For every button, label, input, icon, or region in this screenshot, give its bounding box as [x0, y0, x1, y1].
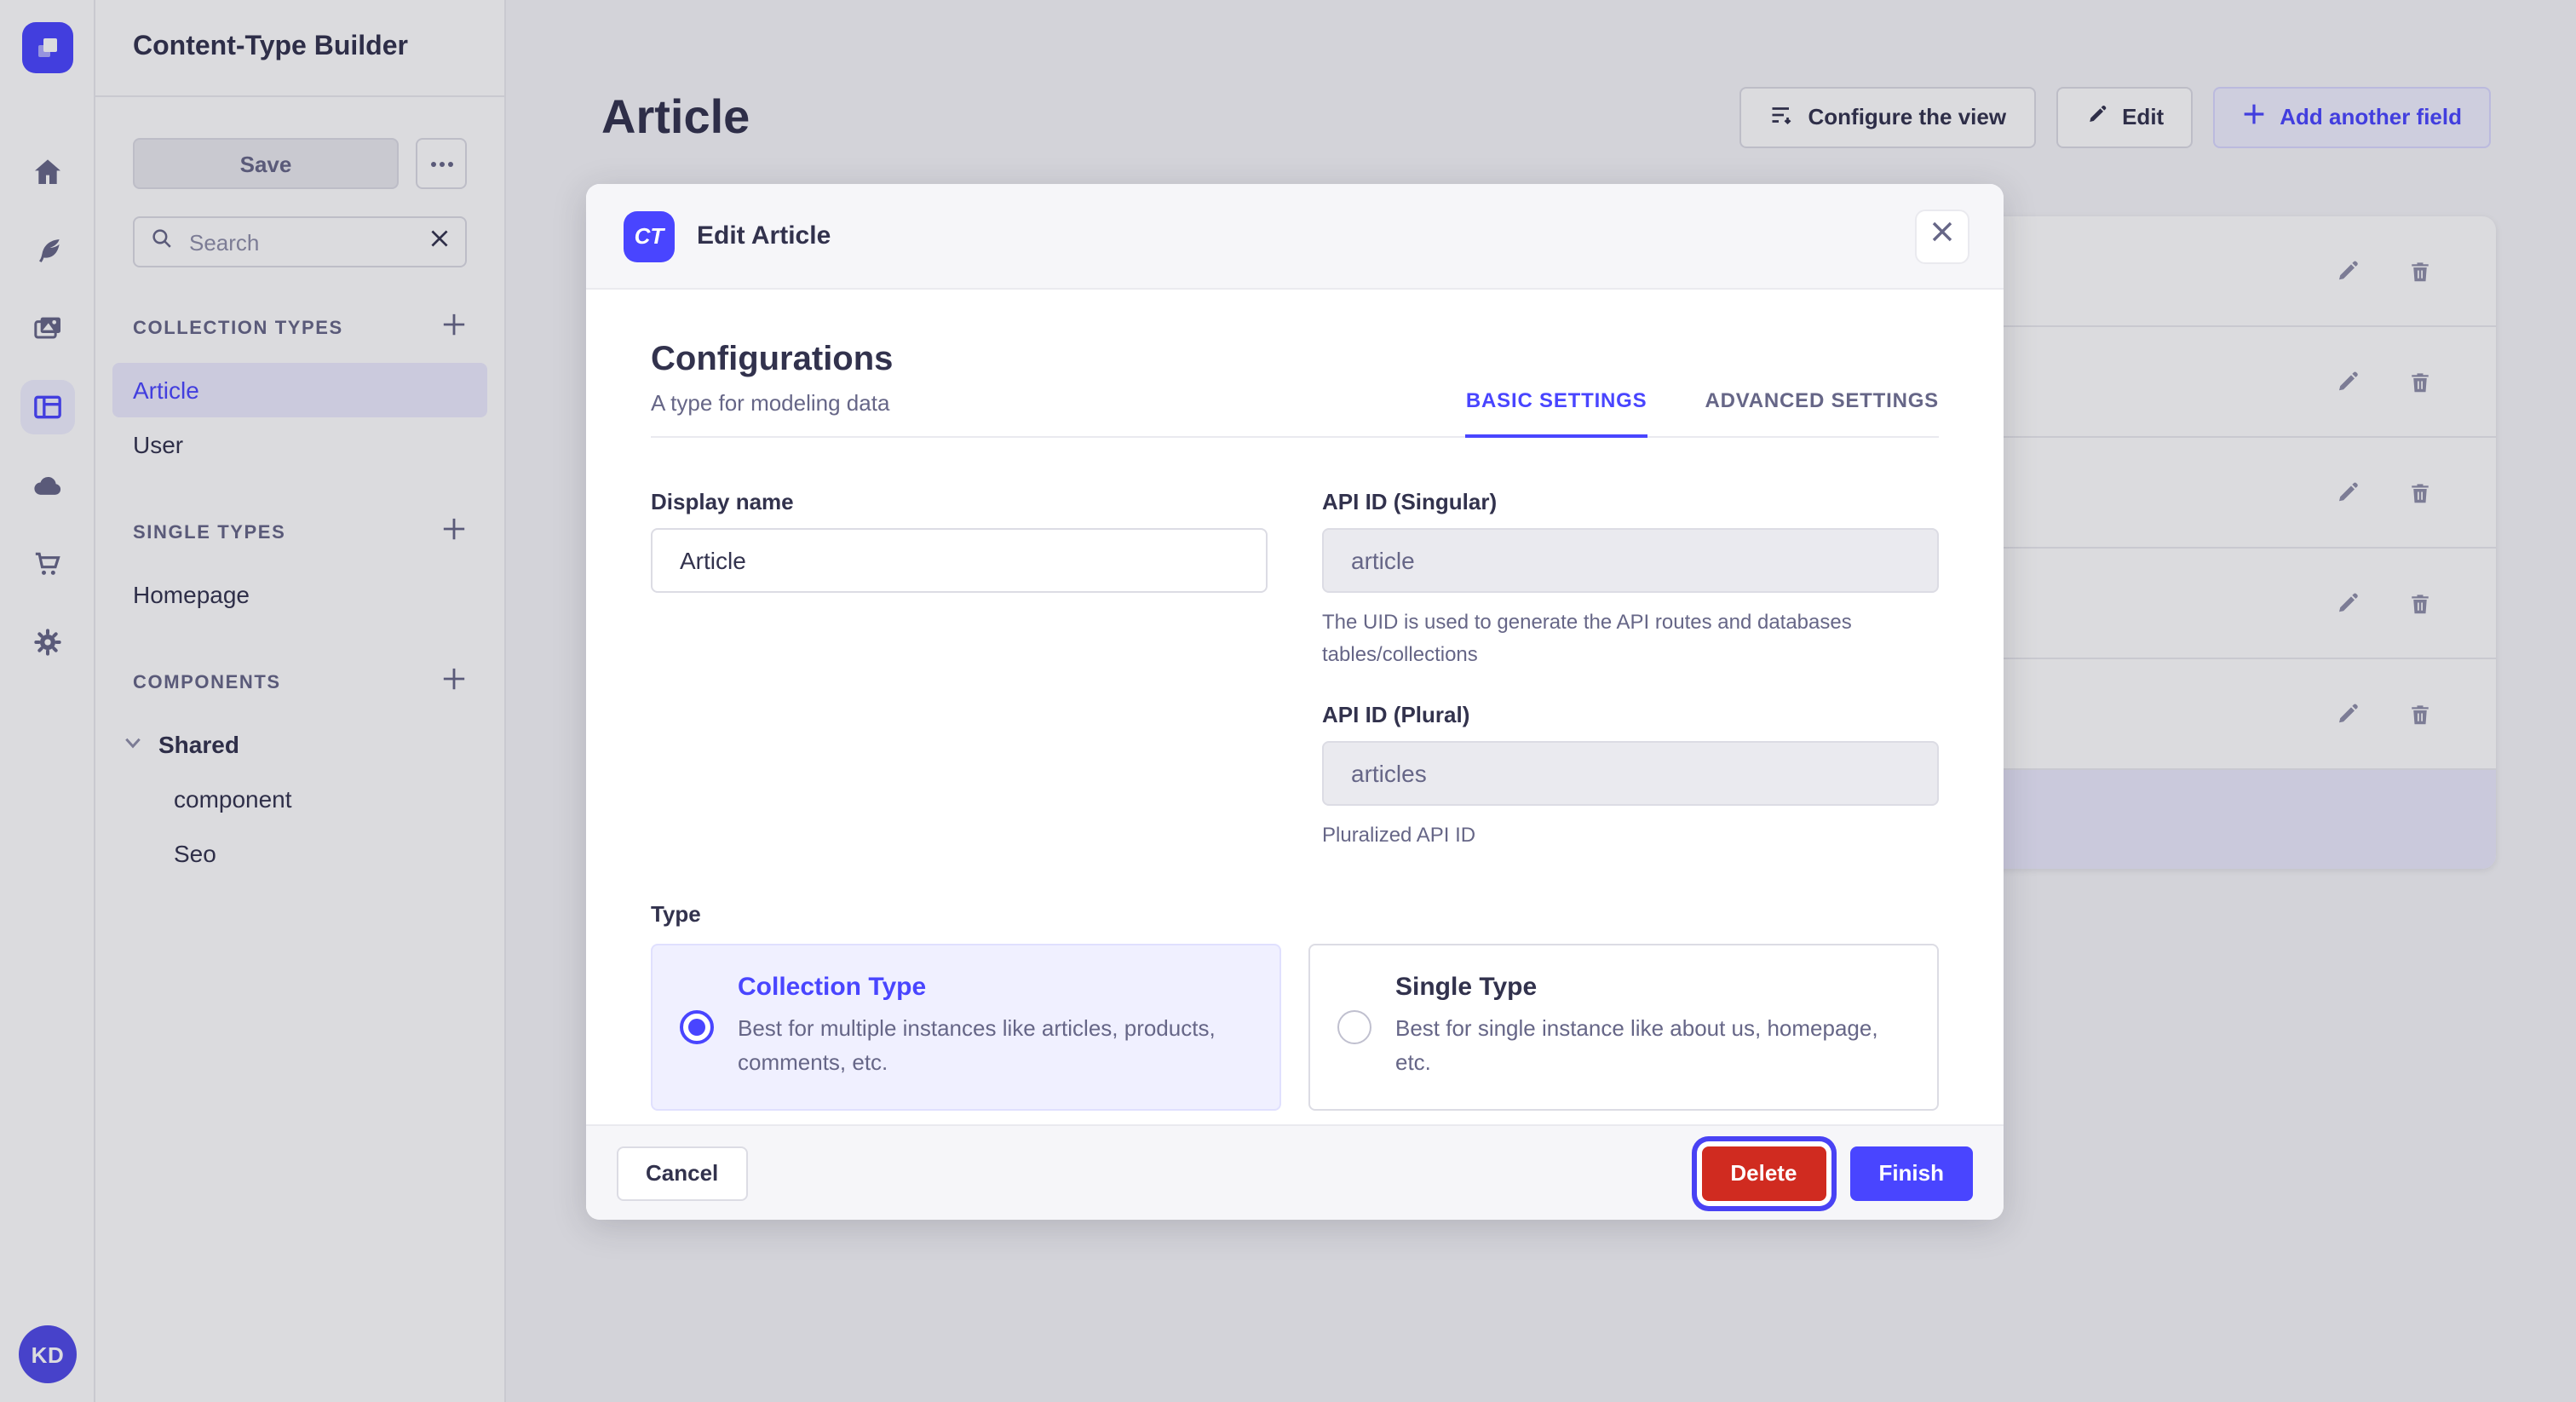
cloud-icon	[30, 468, 64, 503]
settings-tabs: BASIC SETTINGS ADVANCED SETTINGS	[1465, 388, 1939, 438]
configurations-heading: Configurations	[651, 341, 894, 378]
close-icon	[1930, 220, 1954, 252]
configure-view-button[interactable]: Configure the view	[1739, 86, 2036, 148]
collection-type-title: Collection Type	[738, 972, 927, 1002]
single-type-description: Best for single instance like about us, …	[1395, 1014, 1878, 1076]
collection-type-description: Best for multiple instances like article…	[738, 1014, 1216, 1076]
sidebar-item-article[interactable]: Article	[112, 363, 487, 417]
toolbar: Configure the view Edit Add another fiel…	[1739, 86, 2491, 148]
type-label: Type	[651, 900, 701, 927]
sidebar-item-user[interactable]: User	[133, 431, 184, 458]
modal-header: CT Edit Article	[586, 184, 2004, 290]
search-icon	[150, 226, 174, 258]
modal-body: Configurations A type for modeling data …	[586, 290, 2004, 1124]
collection-type-radio[interactable]	[680, 1009, 714, 1044]
api-id-plural-label: API ID (Plural)	[1322, 702, 1470, 728]
page-title: Article	[601, 89, 750, 143]
api-id-singular-help: The UID is used to generate the API rout…	[1322, 610, 1852, 667]
strapi-logo[interactable]	[21, 22, 72, 73]
content-type-badge: CT	[624, 210, 675, 261]
sidebar-item-media[interactable]	[20, 302, 74, 356]
section-label-collection-types: COLLECTION TYPES	[133, 319, 343, 339]
edit-article-modal: CT Edit Article Configurations A type fo…	[586, 184, 2004, 1220]
sidebar-item-deploy[interactable]	[20, 458, 74, 513]
add-another-field-button[interactable]: Add another field	[2213, 86, 2491, 148]
add-field-label: Add another field	[2280, 104, 2462, 130]
trash-icon[interactable]	[2404, 366, 2435, 397]
edit-icon[interactable]	[2332, 698, 2363, 729]
plus-icon	[2242, 103, 2266, 132]
finish-button[interactable]: Finish	[1849, 1146, 1973, 1200]
add-collection-type-icon[interactable]	[441, 312, 467, 346]
search-input[interactable]	[186, 227, 417, 256]
api-id-singular-input	[1322, 528, 1939, 593]
single-type-radio[interactable]	[1337, 1009, 1371, 1044]
edit-icon[interactable]	[2332, 256, 2363, 286]
cancel-button[interactable]: Cancel	[617, 1146, 748, 1200]
sidebar-item-settings[interactable]	[20, 615, 74, 669]
single-type-title: Single Type	[1395, 972, 1538, 1002]
feather-icon	[30, 233, 64, 267]
modal-title: Edit Article	[697, 221, 831, 250]
section-label-components: COMPONENTS	[133, 673, 281, 693]
api-id-plural-input	[1322, 741, 1939, 807]
home-icon	[30, 155, 64, 189]
strapi-logo-icon	[37, 38, 56, 57]
display-name-label: Display name	[651, 489, 794, 514]
sidebar-item-component[interactable]: component	[174, 785, 292, 813]
tab-advanced-settings[interactable]: ADVANCED SETTINGS	[1705, 388, 1939, 412]
chevron-down-icon	[123, 731, 143, 758]
section-label-single-types: SINGLE TYPES	[133, 523, 286, 543]
sidebar-title: Content-Type Builder	[133, 32, 408, 61]
pencil-icon	[2084, 103, 2108, 132]
trash-icon[interactable]	[2404, 588, 2435, 618]
add-component-icon[interactable]	[441, 666, 467, 700]
more-options-button[interactable]	[416, 138, 467, 189]
trash-icon[interactable]	[2404, 477, 2435, 508]
configurations-subheading: A type for modeling data	[651, 390, 890, 416]
close-modal-button[interactable]	[1915, 209, 1969, 263]
cart-icon	[30, 547, 64, 581]
add-single-type-icon[interactable]	[441, 516, 467, 550]
sidebar: Content-Type Builder Save COLLECTION TYP…	[95, 0, 506, 1402]
search-box	[133, 216, 467, 267]
sidebar-item-seo[interactable]: Seo	[174, 840, 216, 867]
ellipsis-icon	[430, 161, 435, 166]
edit-label: Edit	[2122, 104, 2165, 130]
edit-icon[interactable]	[2332, 366, 2363, 397]
filter-lines-icon	[1769, 102, 1795, 133]
sidebar-header: Content-Type Builder	[95, 0, 504, 97]
avatar[interactable]: KD	[19, 1325, 77, 1383]
sidebar-group-shared-label: Shared	[158, 731, 239, 758]
sidebar-item-marketplace[interactable]	[20, 537, 74, 591]
tab-basic-settings[interactable]: BASIC SETTINGS	[1465, 388, 1647, 438]
sidebar-group-shared[interactable]: Shared	[112, 717, 487, 772]
clear-search-icon[interactable]	[429, 227, 450, 257]
collection-type-option[interactable]: Collection Type Best for multiple instan…	[651, 943, 1281, 1111]
delete-button[interactable]: Delete	[1701, 1146, 1826, 1200]
api-id-plural-help: Pluralized API ID	[1322, 823, 1476, 848]
trash-icon[interactable]	[2404, 256, 2435, 286]
media-icon	[30, 312, 64, 346]
single-type-option[interactable]: Single Type Best for single instance lik…	[1308, 943, 1939, 1111]
edit-icon[interactable]	[2332, 588, 2363, 618]
edit-icon[interactable]	[2332, 477, 2363, 508]
edit-button[interactable]: Edit	[2056, 86, 2194, 148]
sidebar-item-content[interactable]	[20, 223, 74, 278]
sidebar-item-homepage[interactable]: Homepage	[133, 581, 250, 608]
icon-rail: KD	[0, 0, 95, 1402]
save-button[interactable]: Save	[133, 138, 399, 189]
trash-icon[interactable]	[2404, 698, 2435, 729]
gear-icon	[30, 625, 64, 659]
api-id-singular-label: API ID (Singular)	[1322, 489, 1498, 514]
display-name-input[interactable]	[651, 528, 1268, 593]
configure-view-label: Configure the view	[1808, 104, 2007, 130]
sidebar-item-content-type-builder[interactable]	[20, 380, 74, 434]
layout-icon	[30, 390, 64, 424]
sidebar-item-home[interactable]	[20, 145, 74, 199]
modal-footer: Cancel Delete Finish	[586, 1124, 2004, 1220]
